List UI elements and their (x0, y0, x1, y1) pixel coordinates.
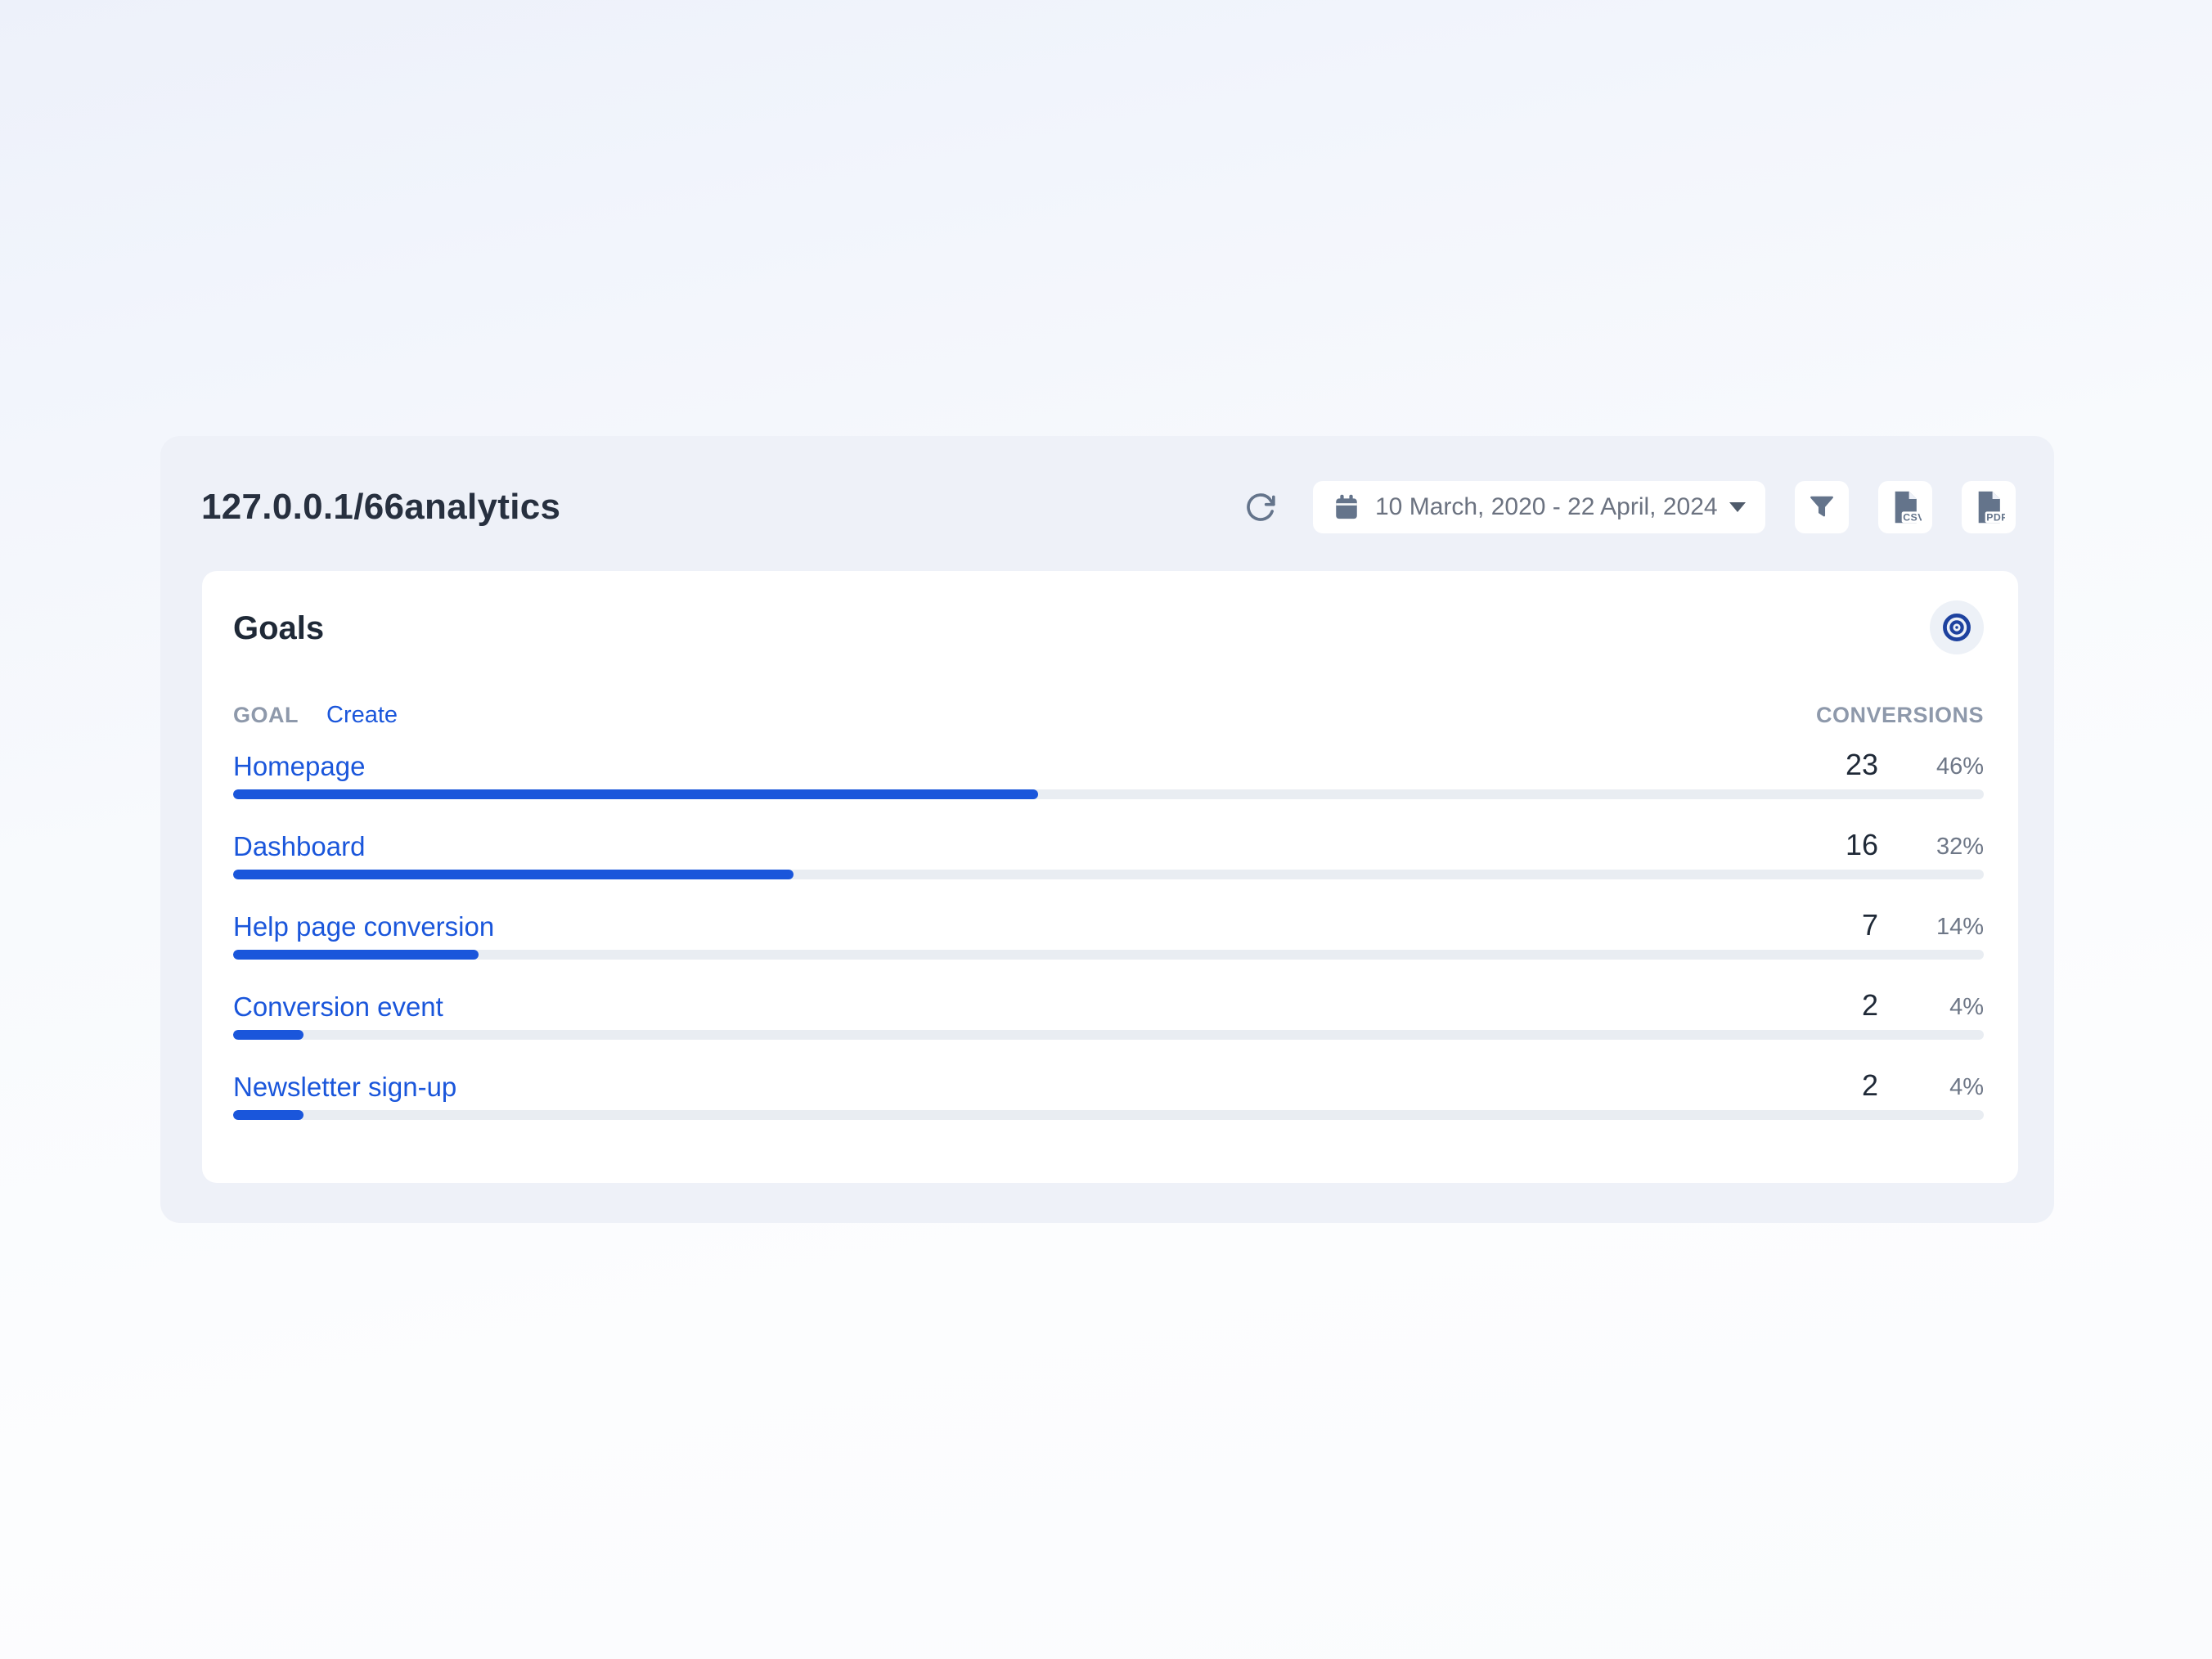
goal-link[interactable]: Dashboard (233, 831, 366, 861)
goal-conversions-count: 2 (1861, 1068, 1878, 1102)
file-pdf-icon: PDF (1972, 489, 2005, 525)
filter-icon (1807, 492, 1837, 522)
goals-table-header: GOAL Create CONVERSIONS (233, 702, 1984, 729)
goal-conversions-count: 7 (1861, 908, 1878, 942)
goal-progress-track (233, 1030, 1984, 1040)
toolbar: 10 March, 2020 - 22 April, 2024 (1241, 481, 2016, 533)
goal-progress-track (233, 950, 1984, 960)
goal-conversions-count: 2 (1861, 988, 1878, 1022)
goal-progress-fill (233, 870, 794, 879)
goal-progress-track (233, 870, 1984, 879)
goal-link[interactable]: Newsletter sign-up (233, 1072, 457, 1102)
goal-conversions-count: 23 (1845, 748, 1878, 781)
goal-link[interactable]: Homepage (233, 751, 366, 781)
goal-target-button[interactable] (1930, 600, 1984, 654)
column-header-goal: GOAL (233, 703, 299, 727)
goal-row: Homepage 23 46% (233, 740, 1984, 820)
chevron-down-icon (1729, 502, 1746, 512)
target-bullseye-icon (1941, 612, 1972, 643)
goal-progress-fill (233, 950, 479, 960)
goal-progress-track (233, 789, 1984, 799)
export-pdf-button[interactable]: PDF (1962, 481, 2016, 533)
analytics-panel: 127.0.0.1/66analytics (160, 436, 2054, 1223)
goal-progress-track (233, 1110, 1984, 1120)
goal-link[interactable]: Help page conversion (233, 911, 495, 942)
svg-text:PDF: PDF (1986, 511, 2005, 523)
goal-progress-fill (233, 789, 1039, 799)
goal-conversion-rate: 32% (1936, 834, 1984, 860)
calendar-icon (1333, 493, 1360, 521)
refresh-button[interactable] (1241, 488, 1280, 527)
goal-progress-fill (233, 1110, 303, 1120)
goal-row: Dashboard 16 32% (233, 820, 1984, 900)
refresh-icon (1244, 491, 1277, 524)
page-title: 127.0.0.1/66analytics (201, 487, 561, 527)
goal-row: Conversion event 2 4% (233, 980, 1984, 1060)
file-csv-icon: CSV (1889, 489, 1922, 525)
goals-card: Goals GOAL Create CONVERSIONS Homepage (202, 571, 2018, 1183)
goal-progress-fill (233, 1030, 303, 1040)
goal-rows: Homepage 23 46% Dashboard 16 32% (233, 740, 1984, 1140)
column-header-conversions: CONVERSIONS (1815, 703, 1984, 727)
goal-row: Help page conversion 7 14% (233, 900, 1984, 980)
goal-link[interactable]: Conversion event (233, 991, 443, 1022)
goal-conversion-rate: 4% (1949, 1074, 1984, 1100)
goal-row: Newsletter sign-up 2 4% (233, 1060, 1984, 1140)
filter-button[interactable] (1795, 481, 1849, 533)
create-goal-link[interactable]: Create (326, 702, 398, 728)
goal-conversion-rate: 46% (1936, 753, 1984, 780)
svg-text:CSV: CSV (1903, 511, 1922, 523)
panel-header: 127.0.0.1/66analytics (201, 479, 2016, 536)
date-range-label: 10 March, 2020 - 22 April, 2024 (1375, 493, 1718, 520)
goal-conversions-count: 16 (1845, 828, 1878, 861)
goals-card-title: Goals (233, 610, 325, 646)
goal-conversion-rate: 4% (1949, 994, 1984, 1020)
export-csv-button[interactable]: CSV (1878, 481, 1932, 533)
goal-conversion-rate: 14% (1936, 914, 1984, 940)
date-range-picker[interactable]: 10 March, 2020 - 22 April, 2024 (1313, 481, 1765, 533)
